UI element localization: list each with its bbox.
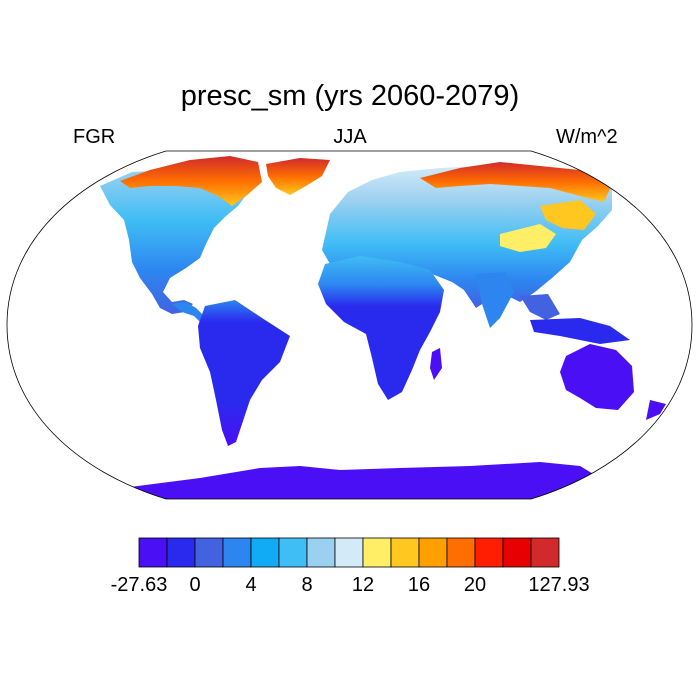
colorbar-swatch [446, 537, 476, 568]
colorbar-swatch [138, 537, 168, 568]
africa-shape [318, 256, 444, 400]
colorbar-swatch [194, 537, 224, 568]
colorbar-swatch [166, 537, 196, 568]
colorbar-swatch [334, 537, 364, 568]
map-title: presc_sm (yrs 2060-2079) [180, 80, 520, 112]
season-label: JJA [333, 126, 367, 148]
colorbar-tick-label: 8 [301, 574, 313, 596]
colorbar-tick-label: 16 [407, 574, 431, 596]
colorbar-tick-label: -27.63 [110, 574, 168, 596]
north-america-shape [100, 170, 250, 314]
eurasia-shape [322, 166, 612, 308]
colorbar-swatch [502, 537, 532, 568]
antarctica-shape [110, 462, 660, 499]
southeast-asia-shape [520, 294, 560, 320]
colorbar-tick-label: 127.93 [528, 574, 590, 596]
colorbar-swatch [474, 537, 504, 568]
colorbar-tick-label: 12 [351, 574, 375, 596]
colorbar-tick-label: 4 [245, 574, 257, 596]
indonesia-shape [530, 318, 630, 344]
new-zealand-shape [646, 400, 666, 420]
colorbar-swatch [418, 537, 448, 568]
madagascar-shape [430, 348, 442, 380]
canadian-arctic-shape [120, 156, 262, 206]
colorbar-swatch [306, 537, 336, 568]
east-asia-warm-shape [540, 200, 596, 230]
south-america-shape [198, 300, 290, 446]
map-border [6, 150, 693, 500]
australia-shape [560, 344, 634, 410]
colorbar-swatch [390, 537, 420, 568]
colorbar-tick-label: 0 [189, 574, 201, 596]
central-asia-warm-shape [500, 224, 556, 252]
colorbar-swatch [362, 537, 392, 568]
greenland-shape [266, 158, 330, 195]
siberia-warm-shape [420, 162, 612, 202]
colorbar-swatch [530, 537, 560, 568]
colorbar-tick-label: 20 [463, 574, 487, 596]
land-fields [100, 156, 666, 499]
colorbar-swatch [278, 537, 308, 568]
colorbar [138, 537, 560, 568]
colorbar-swatch [250, 537, 280, 568]
colorbar-swatch [222, 537, 252, 568]
units-label: W/m^2 [556, 126, 618, 148]
variable-label: FGR [73, 126, 116, 148]
india-shape [476, 272, 514, 328]
